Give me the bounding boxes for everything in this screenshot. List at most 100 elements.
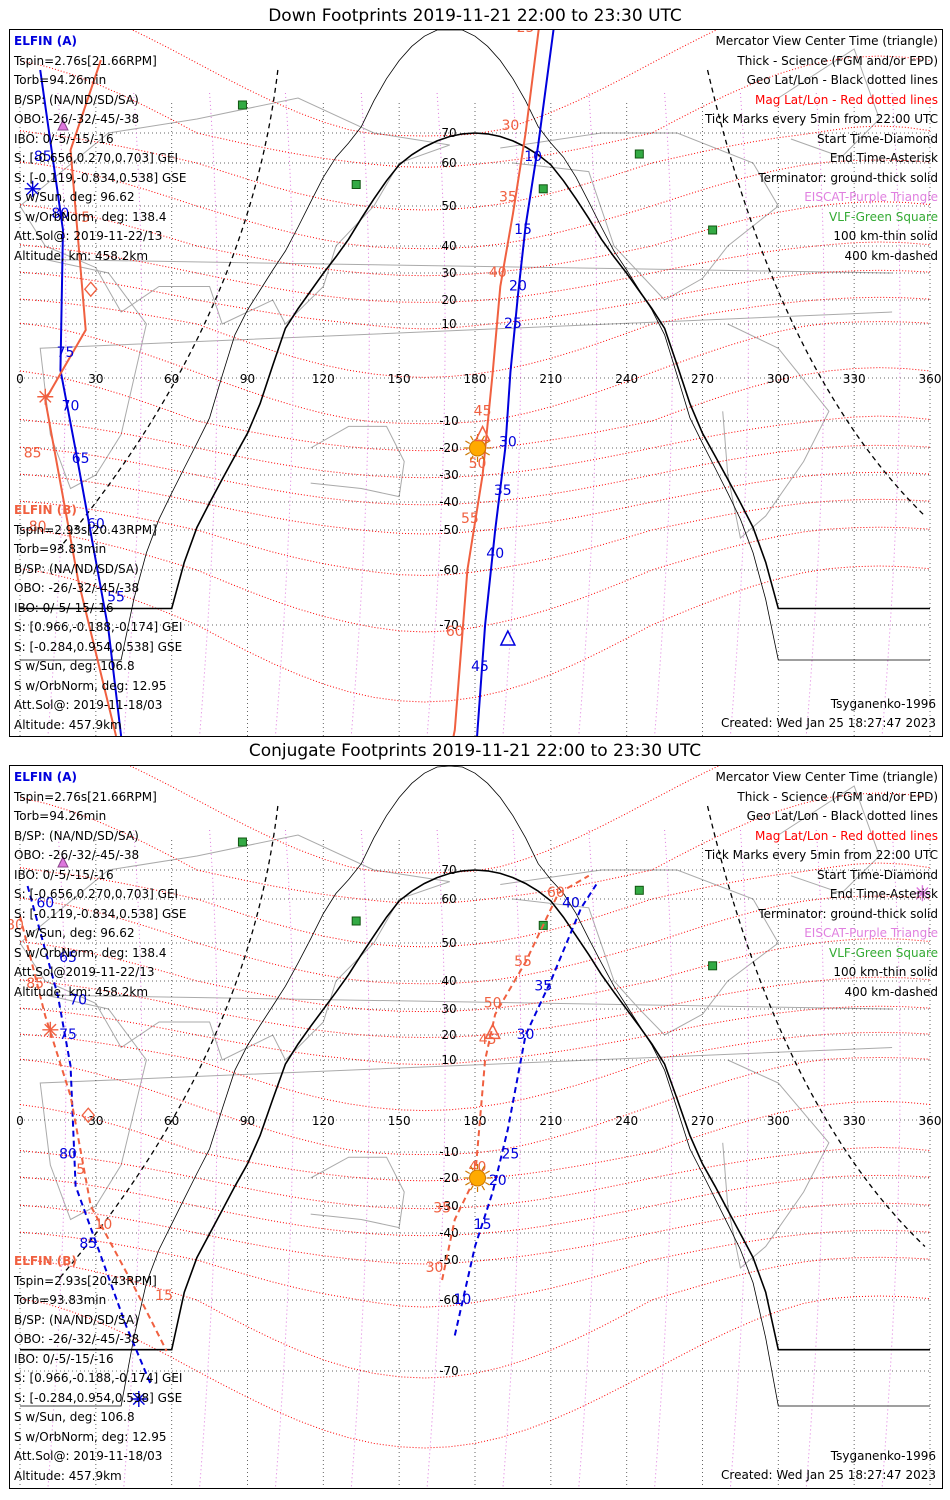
land-outline (722, 1059, 830, 1269)
elfin-a-name: ELFIN (A) (14, 770, 77, 784)
sun-ray (470, 435, 474, 441)
land-outline (778, 48, 881, 158)
lon-tick-label: 360 (919, 1114, 942, 1128)
center-time-triangle (484, 1022, 501, 1040)
sun-ray (481, 1165, 486, 1171)
center-time-triangle (474, 424, 491, 442)
info-line: S: [-0.656,0.270,0.703] GEI (14, 151, 179, 165)
info-line: Tspin=2.76s[21.66RPM] (14, 53, 157, 68)
mag-lon-line (426, 92, 446, 736)
lat-tick-label: -40 (439, 495, 459, 509)
legend-item: Mercator View Center Time (triangle) (715, 34, 938, 48)
sun-ray (470, 455, 474, 461)
track-a-south-conjugate (26, 885, 153, 1387)
legend-item: Mag Lat/Lon - Red dotted lines (754, 828, 938, 843)
created-label: Created: Wed Jan 25 18:27:47 2023 (721, 1468, 936, 1482)
info-line: IBO: 0/-5/-15/-16 (14, 131, 114, 146)
info-line: OBO: -26/-32/-45/-38 (14, 112, 140, 126)
legend-item: Start Time-Diamond (816, 867, 938, 882)
mag-lon-line (729, 92, 749, 736)
lat-tick-label: -20 (439, 1171, 459, 1185)
track-b-tick-label: 80 (29, 519, 47, 535)
lat-tick-label: 60 (441, 892, 456, 906)
info-line: S: [-0.119,-0.834,0.538] GSE (14, 906, 187, 921)
terminator-400km (706, 805, 926, 1247)
mag-lon-line (123, 92, 143, 736)
sun-disc (469, 1169, 487, 1187)
elfin-a-info: ELFIN (A) Tspin=2.76s[21.66RPM] Torb=94.2… (14, 768, 187, 1002)
asterisk-stroke (916, 887, 929, 900)
track-a-north (476, 30, 555, 736)
track-a-tick-label: 40 (562, 895, 580, 911)
vlf-square (351, 180, 361, 189)
terminator-ground (20, 132, 930, 610)
mag-lat-line (19, 792, 931, 904)
lat-tick-label: 40 (441, 239, 456, 253)
land-outline (778, 785, 881, 894)
track-a-tick-label: 75 (59, 1027, 77, 1043)
track-a-tick-label: 40 (486, 546, 504, 562)
info-line: Tspin=2.93s[20.43RPM] (14, 522, 157, 537)
track-a-conjugate (453, 883, 598, 1336)
info-line: Tspin=2.76s[21.66RPM] (14, 789, 157, 804)
track-a-tick-label: 30 (499, 435, 517, 451)
lon-tick-label: 330 (843, 1114, 866, 1128)
sun-ray (485, 1170, 490, 1175)
info-line: IBO: 0/-5/-15/-16 (14, 867, 114, 882)
lon-tick-label: 60 (164, 372, 179, 386)
model-label: Tsyganenko-1996 (830, 697, 936, 711)
legend-item: Geo Lat/Lon - Black dotted lines (746, 809, 938, 823)
track-b-tick-label: 45 (479, 1032, 497, 1048)
mag-lon-line (199, 829, 219, 1488)
end-time-asterisk (130, 1391, 147, 1407)
vlf-square (708, 225, 718, 235)
track-b-tick-label: 45 (474, 403, 492, 419)
sun-ray (481, 435, 486, 441)
mag-lon-line (47, 829, 67, 1488)
mag-lat-line (19, 1229, 931, 1308)
track-a-tick-label: 60 (87, 516, 105, 532)
lat-tick-label: -50 (439, 1253, 459, 1267)
land-outline (722, 323, 830, 539)
vlf-square (237, 100, 247, 110)
start-time-diamond (83, 281, 98, 298)
end-time-asterisk (914, 885, 931, 902)
elfin-b-name: ELFIN (B) (14, 503, 77, 517)
elfin-b-lines: Tspin=2.93s[20.43RPM] Torb=93.83min B/SP: … (14, 521, 182, 736)
lon-tick-label: 120 (312, 372, 335, 386)
mag-lon-line (274, 92, 294, 736)
lon-tick-label: 180 (464, 372, 487, 386)
mag-lat-line (19, 1146, 931, 1210)
vlf-square (237, 837, 247, 847)
info-line: Att.Sol@: 2019-11-18/03 (14, 1449, 163, 1463)
eiscat-triangle (57, 855, 69, 868)
track-a-tick-label: 80 (52, 206, 70, 222)
info-line: Att.Sol@: 2019-11-18/03 (14, 698, 163, 712)
track-a-tick-label: 60 (36, 895, 54, 911)
mag-lon-line (426, 829, 446, 1488)
mag-lon-line (881, 92, 901, 736)
elfin-b-info: ELFIN (B) Tspin=2.93s[20.43RPM] Torb=93.8… (14, 1252, 182, 1486)
lon-tick-label: 0 (16, 372, 24, 386)
track-a-tick-label: 70 (62, 398, 80, 414)
mag-lon-line (274, 829, 294, 1488)
lon-tick-label: 330 (843, 372, 866, 386)
lon-tick-label: 150 (388, 372, 411, 386)
legend-item: Mercator View Center Time (triangle) (715, 770, 938, 784)
info-line: S: [-0.119,-0.834,0.538] GSE (14, 170, 187, 185)
elfin-a-lines: Tspin=2.76s[21.66RPM] Torb=94.26min B/SP: … (14, 788, 187, 1003)
panel-title-down: Down Footprints 2019-11-21 22:00 to 23:3… (268, 6, 682, 26)
terminator-400km (57, 805, 279, 1281)
mag-lat-line (19, 1202, 931, 1265)
legend-item: VLF-Green Square (829, 945, 938, 960)
info-line: B/SP: (NA/ND/SD/SA) (14, 561, 139, 576)
mag-lat-line (19, 241, 931, 303)
track-a-tick-label: 10 (524, 149, 542, 165)
panel-conjugate: 0 30 60 90 120 150 180 210 240 270 300 330 360 70 60 50… (9, 765, 943, 1489)
terminator-100km (20, 766, 930, 1407)
track-b-north (452, 30, 540, 736)
sun-ray (470, 1165, 474, 1171)
sun-ray (470, 1185, 474, 1191)
lon-tick-label: 90 (240, 372, 255, 386)
lon-tick-label: 210 (539, 372, 562, 386)
